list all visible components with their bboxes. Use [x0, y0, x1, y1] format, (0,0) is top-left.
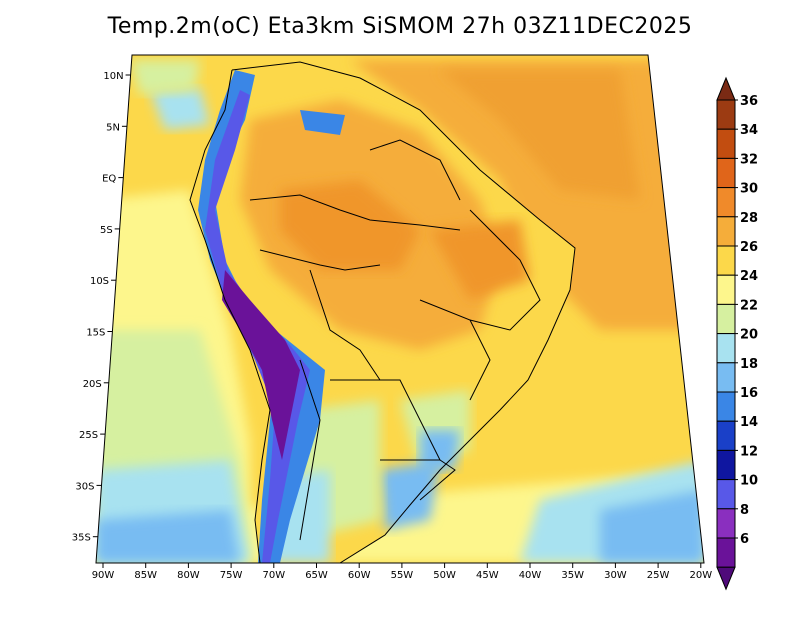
colorbar-label: 16	[740, 386, 758, 401]
colorbar-label: 10	[740, 474, 758, 489]
paraguay-border	[330, 379, 441, 461]
lon-tick-label: 70W	[262, 570, 285, 581]
colorbar-swatch	[716, 391, 736, 422]
caribbean-patch	[130, 60, 200, 95]
lon-tick-label: 90W	[92, 570, 115, 581]
state-border-ne	[469, 209, 541, 331]
uruguay-border	[380, 459, 456, 501]
colorbar-swatch	[716, 420, 736, 451]
lon-tick-label: 60W	[348, 570, 371, 581]
map-title: Temp.2m(oC) Eta3km SiSMOM 27h 03Z11DEC20…	[107, 14, 693, 39]
longitude-axis: 90W 85W 80W 75W 70W 65W 60W 55W 50W 45W 40W 35W 30W 2…	[92, 563, 712, 581]
andes-altiplano-coldest	[222, 270, 300, 460]
bolivia-border	[309, 269, 381, 381]
lon-tick-label: 20W	[689, 570, 712, 581]
colorbar-top-triangle	[716, 76, 736, 101]
colorbar-swatch	[716, 187, 736, 218]
colorbar-label: 14	[740, 415, 758, 430]
cold-south-region	[380, 460, 440, 530]
lat-tick-label: 5S	[100, 225, 113, 236]
colorbar-swatch	[716, 99, 736, 130]
guianas-border	[369, 139, 461, 201]
colorbar-label: 34	[740, 123, 758, 138]
lat-tick-label: 30S	[75, 481, 94, 492]
colorbar-label: 32	[740, 152, 758, 167]
argentina-chile-border	[299, 359, 321, 541]
colorbar-swatch	[716, 157, 736, 189]
lon-tick-label: 35W	[561, 570, 584, 581]
colorbar-label: 28	[740, 211, 758, 226]
colorbar-label: 22	[740, 298, 758, 313]
lat-tick-label: 10N	[103, 71, 123, 82]
lat-tick-label: 10S	[90, 276, 109, 287]
colorbar-swatch	[716, 508, 736, 539]
guiana-highlands-cold	[300, 110, 345, 135]
temperature-field	[96, 55, 704, 563]
country-borders	[189, 61, 576, 563]
colorbar-swatch	[716, 362, 736, 393]
lat-tick-label: 35S	[72, 533, 91, 544]
state-border-center	[419, 299, 491, 401]
lon-tick-label: 55W	[391, 570, 414, 581]
peru-brazil-border	[259, 249, 381, 271]
colorbar-swatch	[716, 303, 736, 335]
hot-amazon-core	[280, 180, 420, 270]
colorbar-label: 20	[740, 328, 758, 343]
colorbar-swatch	[716, 216, 736, 247]
lat-tick-label: 25S	[79, 430, 98, 441]
colorbar-swatch	[716, 245, 736, 276]
hot-northeast	[430, 220, 530, 300]
colorbar-label: 12	[740, 444, 758, 459]
colorbar-swatch	[716, 333, 736, 364]
lon-tick-label: 30W	[604, 570, 627, 581]
colorbar-label: 26	[740, 240, 758, 255]
lon-tick-label: 75W	[220, 570, 243, 581]
colorbar-swatch	[716, 537, 736, 568]
colorbar-label: 36	[740, 94, 758, 109]
lon-tick-label: 65W	[305, 570, 328, 581]
brazil-north-border	[249, 194, 461, 231]
colorbar-swatch	[716, 449, 736, 481]
colorbar-swatch	[716, 274, 736, 305]
coastline	[189, 61, 576, 563]
colorbar-bottom-triangle	[716, 566, 736, 591]
map-domain-outline	[95, 54, 705, 564]
colorbar-label: 8	[740, 503, 749, 518]
lon-tick-label: 85W	[134, 570, 157, 581]
pacific-coldest-band	[96, 510, 240, 563]
colorbar-swatch	[716, 128, 736, 159]
south-atlantic-cold-core	[600, 490, 704, 563]
colorbar-swatch	[716, 479, 736, 510]
lon-tick-label: 40W	[519, 570, 542, 581]
lat-tick-label: 20S	[83, 379, 102, 390]
colorbar-label: 6	[740, 532, 749, 547]
lat-tick-label: 5N	[106, 122, 120, 133]
colorbar-label: 24	[740, 269, 758, 284]
pacific-cool-patch	[150, 88, 210, 130]
lat-tick-label: 15S	[86, 328, 105, 339]
lon-tick-label: 80W	[177, 570, 200, 581]
colorbar-label: 18	[740, 357, 758, 372]
lon-tick-label: 50W	[433, 570, 456, 581]
lon-tick-label: 25W	[647, 570, 670, 581]
colorbar: 36 34 32 30 28 26 24 22 20 18 16 14 12 10 8 6	[716, 76, 758, 591]
lat-tick-label: EQ	[102, 174, 116, 185]
lon-tick-label: 45W	[476, 570, 499, 581]
colorbar-label: 30	[740, 182, 758, 197]
warm-atlantic-core	[440, 70, 640, 200]
latitude-axis: 10N 5N EQ 5S 10S 15S 20S 25S 30S 35S	[72, 71, 131, 544]
